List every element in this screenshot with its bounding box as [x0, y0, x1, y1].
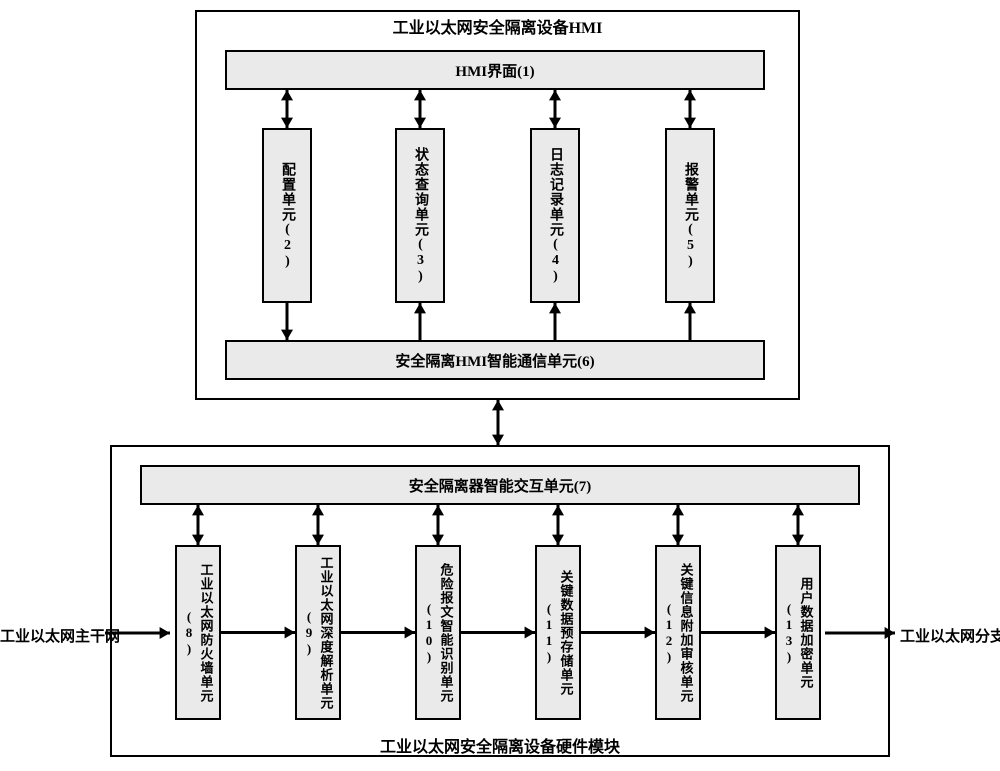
hmi-interface-box: HMI界面(1) — [225, 50, 765, 90]
upper-unit-1: 状态查询单元(3) — [395, 128, 445, 303]
upper-frame-title: 工业以太网安全隔离设备HMI — [195, 14, 800, 38]
upper-unit-2: 日志记录单元(4) — [530, 128, 580, 303]
upper-unit-3: 报警单元(5) — [665, 128, 715, 303]
upper-unit-0: 配置单元(2) — [262, 128, 312, 303]
interact-unit-box: 安全隔离器智能交互单元(7) — [140, 465, 860, 505]
lower-frame-title: 工业以太网安全隔离设备硬件模块 — [110, 733, 890, 757]
lower-unit-2: 危险报文智能识别单元(10) — [415, 545, 461, 720]
lower-unit-4: 关键信息附加审核单元(12) — [655, 545, 701, 720]
lower-unit-5: 用户数据加密单元(13) — [775, 545, 821, 720]
ext-left-label: 工业以太网主干网 — [0, 625, 120, 646]
ext-right-label: 工业以太网分支网 — [900, 625, 1000, 646]
comm-unit-box: 安全隔离HMI智能通信单元(6) — [225, 340, 765, 380]
lower-unit-1: 工业以太网深度解析单元(9) — [295, 545, 341, 720]
lower-unit-0: 工业以太网防火墙单元(8) — [175, 545, 221, 720]
lower-unit-3: 关键数据预存储单元(11) — [535, 545, 581, 720]
